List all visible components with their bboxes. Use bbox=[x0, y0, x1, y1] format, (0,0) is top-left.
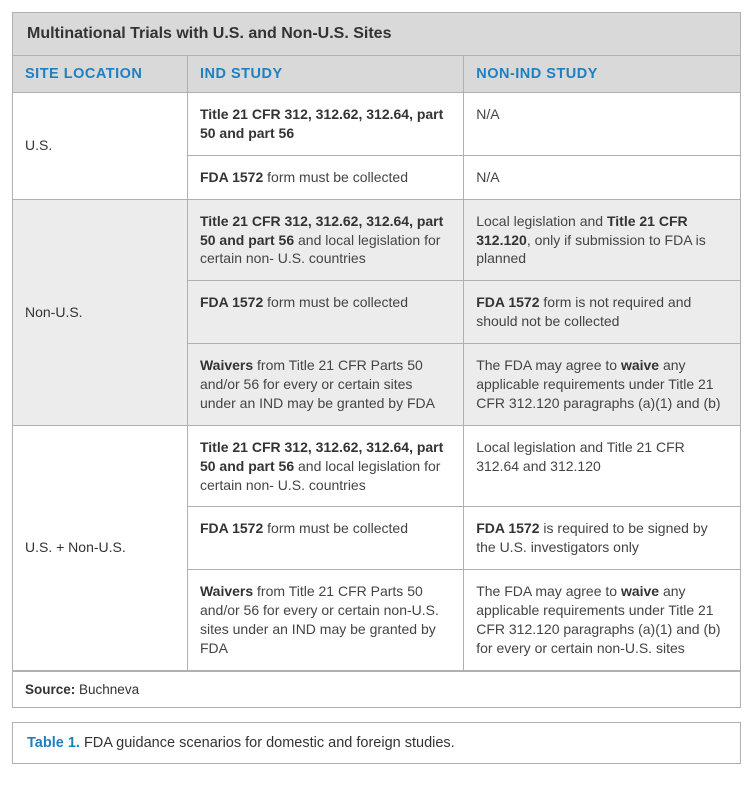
table-caption: Table 1. FDA guidance scenarios for dome… bbox=[12, 722, 741, 764]
ind-study-cell: Waivers from Title 21 CFR Parts 50 and/o… bbox=[187, 570, 463, 671]
source-row: Source: Buchneva bbox=[13, 671, 740, 707]
site-location-cell: U.S. + Non-U.S. bbox=[13, 425, 187, 670]
ind-study-cell: Title 21 CFR 312, 312.62, 312.64, part 5… bbox=[187, 93, 463, 156]
non-ind-study-cell: The FDA may agree to waive any applicabl… bbox=[464, 344, 740, 426]
non-ind-study-cell: FDA 1572 is required to be signed by the… bbox=[464, 507, 740, 570]
site-location-cell: Non-U.S. bbox=[13, 199, 187, 425]
table-container: Multinational Trials with U.S. and Non-U… bbox=[12, 12, 741, 708]
non-ind-study-cell: N/A bbox=[464, 155, 740, 199]
ind-study-cell: Waivers from Title 21 CFR Parts 50 and/o… bbox=[187, 344, 463, 426]
table-title: Multinational Trials with U.S. and Non-U… bbox=[13, 13, 740, 56]
col-site-location: SITE LOCATION bbox=[13, 56, 187, 93]
non-ind-study-cell: The FDA may agree to waive any applicabl… bbox=[464, 570, 740, 671]
col-ind-study: IND STUDY bbox=[187, 56, 463, 93]
site-location-cell: U.S. bbox=[13, 93, 187, 200]
caption-text: FDA guidance scenarios for domestic and … bbox=[84, 735, 455, 751]
non-ind-study-cell: Local legislation and Title 21 CFR 312.6… bbox=[464, 425, 740, 507]
col-non-ind-study: NON-IND STUDY bbox=[464, 56, 740, 93]
table-row: Non-U.S.Title 21 CFR 312, 312.62, 312.64… bbox=[13, 199, 740, 281]
ind-study-cell: FDA 1572 form must be collected bbox=[187, 281, 463, 344]
non-ind-study-cell: N/A bbox=[464, 93, 740, 156]
ind-study-cell: Title 21 CFR 312, 312.62, 312.64, part 5… bbox=[187, 425, 463, 507]
table-row: U.S.Title 21 CFR 312, 312.62, 312.64, pa… bbox=[13, 93, 740, 156]
ind-study-cell: Title 21 CFR 312, 312.62, 312.64, part 5… bbox=[187, 199, 463, 281]
table-row: U.S. + Non-U.S.Title 21 CFR 312, 312.62,… bbox=[13, 425, 740, 507]
source-value: Buchneva bbox=[79, 682, 139, 697]
caption-label: Table 1. bbox=[27, 735, 80, 751]
ind-study-cell: FDA 1572 form must be collected bbox=[187, 507, 463, 570]
non-ind-study-cell: Local legislation and Title 21 CFR 312.1… bbox=[464, 199, 740, 281]
ind-study-cell: FDA 1572 form must be collected bbox=[187, 155, 463, 199]
non-ind-study-cell: FDA 1572 form is not required and should… bbox=[464, 281, 740, 344]
regulations-table: SITE LOCATION IND STUDY NON-IND STUDY U.… bbox=[13, 56, 740, 671]
header-row: SITE LOCATION IND STUDY NON-IND STUDY bbox=[13, 56, 740, 93]
source-label: Source: bbox=[25, 682, 75, 697]
